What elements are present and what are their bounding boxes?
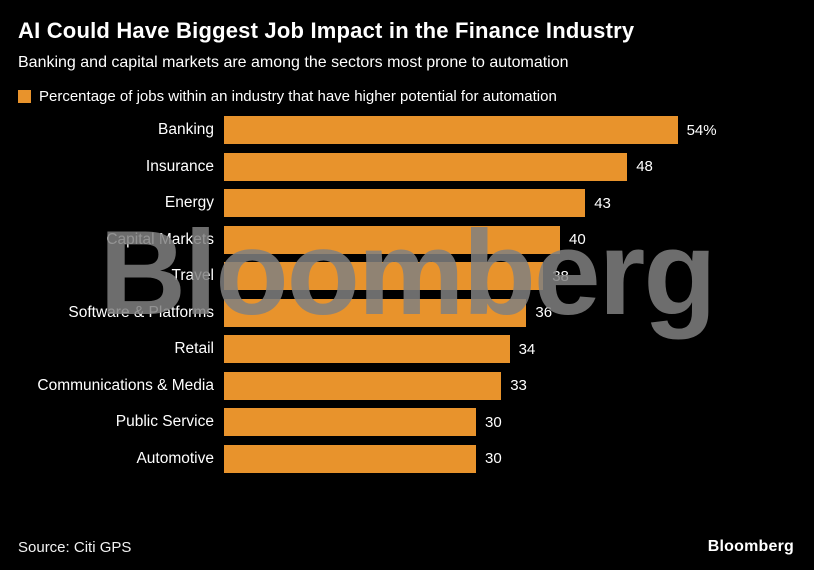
source-note: Source: Citi GPS — [18, 539, 132, 556]
legend-label: Percentage of jobs within an industry th… — [39, 88, 557, 105]
value-label: 33 — [510, 377, 527, 395]
bar — [224, 371, 502, 400]
category-label: Public Service — [115, 413, 214, 431]
value-label: 36 — [535, 304, 553, 322]
bar-row: Communications & Media 33 — [0, 368, 814, 405]
bar — [224, 262, 544, 291]
category-label: Travel — [171, 267, 215, 285]
value-label: 34 — [518, 340, 536, 358]
bar-row: Capital Markets 40 — [0, 222, 814, 259]
bar — [224, 408, 476, 437]
bar-row: Retail 34 — [0, 331, 814, 368]
bar — [224, 335, 510, 364]
chart-subtitle: Banking and capital markets are among th… — [18, 54, 569, 71]
category-label: Capital Markets — [106, 230, 214, 248]
category-label: Communications & Media — [37, 376, 214, 394]
value-label: 43 — [594, 194, 611, 212]
category-label: Retail — [174, 340, 214, 358]
value-label: 54% — [686, 121, 717, 139]
category-label: Insurance — [145, 157, 214, 175]
category-label: Software & Platforms — [68, 303, 214, 321]
value-label: 48 — [636, 158, 653, 176]
category-label: Automotive — [136, 449, 214, 467]
bar — [224, 444, 476, 473]
bar-row: Software & Platforms 36 — [0, 295, 814, 332]
bar-chart: Banking 54% Insurance 48 Energy 43 Capital Mar… — [0, 112, 814, 477]
category-label: Banking — [157, 121, 214, 139]
bar-row: Automotive 30 — [0, 441, 814, 478]
bar-row: Banking 54% — [0, 112, 814, 149]
bar — [224, 225, 560, 254]
bar — [224, 298, 527, 327]
value-label: 30 — [485, 450, 502, 468]
bar — [224, 116, 678, 145]
bar-row: Energy 43 — [0, 185, 814, 222]
bar-row: Public Service 30 — [0, 404, 814, 441]
bar — [224, 152, 628, 181]
legend: Percentage of jobs within an industry th… — [18, 88, 557, 105]
bar — [224, 189, 586, 218]
value-label: 40 — [569, 231, 586, 249]
chart-title: AI Could Have Biggest Job Impact in the … — [18, 18, 635, 43]
bloomberg-logo: Bloomberg — [707, 538, 794, 555]
legend-swatch-icon — [18, 90, 31, 103]
category-label: Energy — [164, 194, 214, 212]
value-label: 38 — [552, 267, 569, 285]
bar-row: Insurance 48 — [0, 149, 814, 186]
value-label: 30 — [485, 413, 502, 431]
bar-row: Travel 38 — [0, 258, 814, 295]
